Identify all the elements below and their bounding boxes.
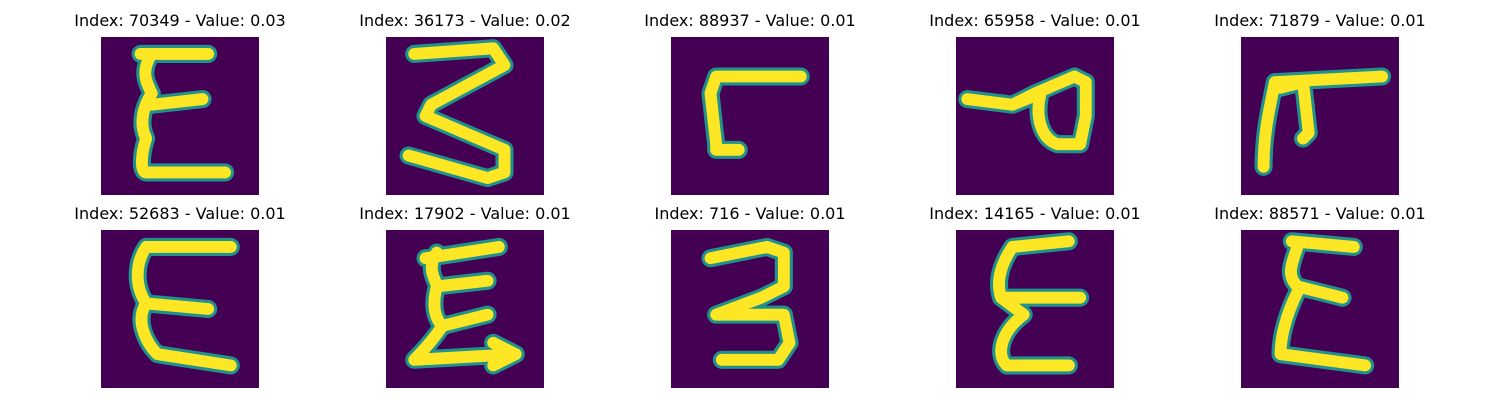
digit-image-t: [1241, 37, 1399, 195]
image-panel: Index: 71879 - Value: 0.01: [1210, 10, 1430, 195]
digit-image-e: [386, 230, 544, 388]
panel-title: Index: 52683 - Value: 0.01: [74, 204, 286, 223]
image-panel: Index: 65958 - Value: 0.01: [925, 10, 1145, 195]
digit-image-3: [386, 37, 544, 195]
digit-image-e: [956, 230, 1114, 388]
image-panel: Index: 36173 - Value: 0.02: [355, 10, 575, 195]
panel-title: Index: 65958 - Value: 0.01: [929, 11, 1141, 30]
digit-image-l: [671, 37, 829, 195]
panel-title: Index: 88937 - Value: 0.01: [644, 11, 856, 30]
image-panel: Index: 17902 - Value: 0.01: [355, 203, 575, 388]
image-panel: Index: 88937 - Value: 0.01: [640, 10, 860, 195]
panel-title: Index: 88571 - Value: 0.01: [1214, 204, 1426, 223]
digit-image-e: [1241, 230, 1399, 388]
image-panel: Index: 52683 - Value: 0.01: [70, 203, 290, 388]
panel-title: Index: 14165 - Value: 0.01: [929, 204, 1141, 223]
image-panel: Index: 88571 - Value: 0.01: [1210, 203, 1430, 388]
image-panel: Index: 70349 - Value: 0.03: [70, 10, 290, 195]
digit-image-e: [101, 230, 259, 388]
image-panel: Index: 716 - Value: 0.01: [640, 203, 860, 388]
digit-image-3: [671, 230, 829, 388]
digit-image-e: [101, 37, 259, 195]
digit-image-q: [956, 37, 1114, 195]
panel-title: Index: 17902 - Value: 0.01: [359, 204, 571, 223]
panel-title: Index: 36173 - Value: 0.02: [359, 11, 571, 30]
panel-title: Index: 716 - Value: 0.01: [654, 204, 846, 223]
panel-title: Index: 70349 - Value: 0.03: [74, 11, 286, 30]
image-panel: Index: 14165 - Value: 0.01: [925, 203, 1145, 388]
panel-title: Index: 71879 - Value: 0.01: [1214, 11, 1426, 30]
